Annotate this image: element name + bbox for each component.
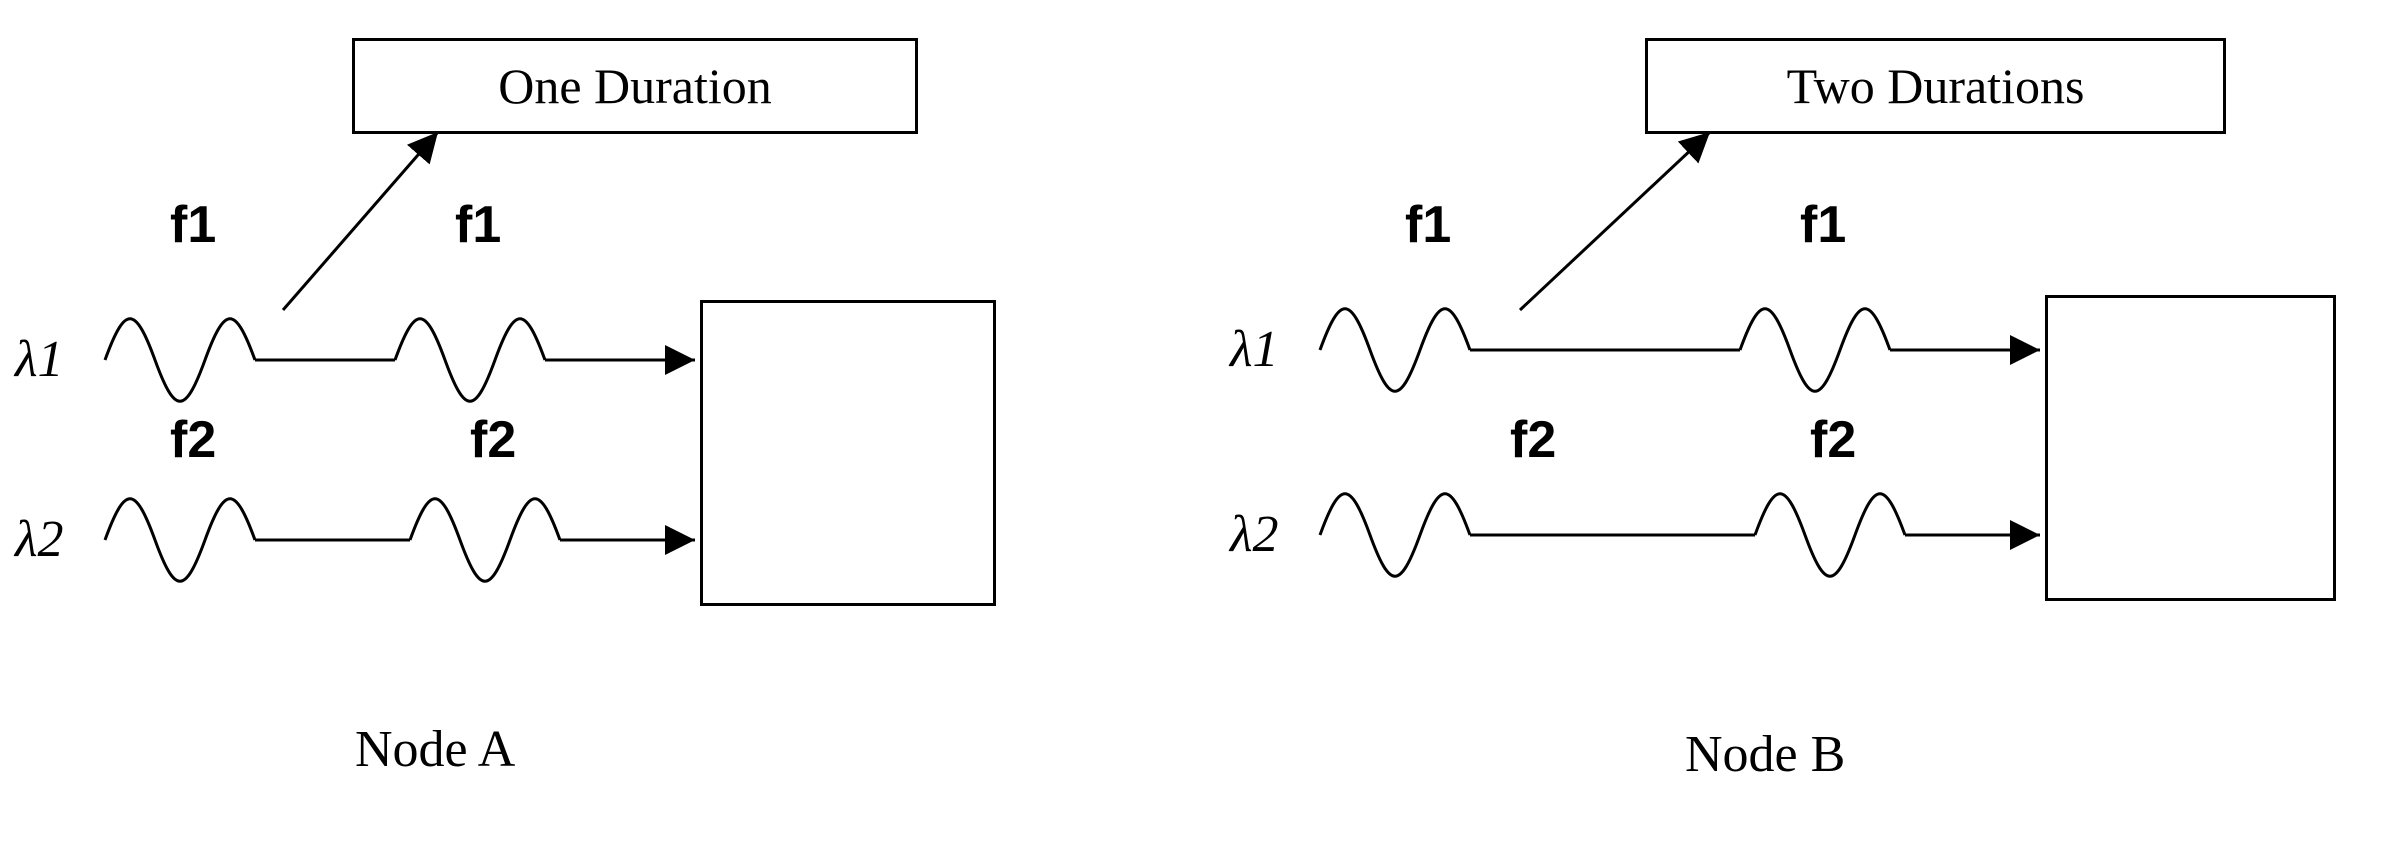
f2b-b-label: f2 (1810, 410, 1856, 470)
f1a-b-label: f1 (1405, 195, 1451, 255)
duration-box-b: Two Durations (1645, 38, 2226, 134)
f2b-a-label: f2 (470, 410, 516, 470)
node-a-box (700, 300, 996, 606)
node-b-caption: Node B (1685, 725, 1845, 784)
lambda2-b-label: λ2 (1230, 505, 1279, 564)
f2a-a-label: f2 (170, 410, 216, 470)
f1b-b-label: f1 (1800, 195, 1846, 255)
burst-a1-2 (395, 319, 545, 402)
node-a-caption: Node A (355, 720, 515, 779)
burst-b2-1 (1320, 494, 1470, 577)
signal-a1-group (105, 319, 695, 402)
lambda1-b-label: λ1 (1230, 320, 1279, 379)
diagram-canvas: One Duration Two Durations λ1 λ2 λ1 λ2 f… (0, 0, 2384, 857)
burst-b1-2 (1740, 309, 1890, 392)
signal-a2-group (105, 499, 695, 582)
signal-b1-group (1320, 309, 2040, 392)
duration-box-b-text: Two Durations (1787, 57, 2085, 115)
burst-b1-1 (1320, 309, 1470, 392)
burst-a2-2 (410, 499, 560, 582)
pointer-b (1520, 132, 1710, 310)
signal-b2-group (1320, 494, 2040, 577)
f1b-a-label: f1 (455, 195, 501, 255)
duration-box-a-text: One Duration (498, 57, 772, 115)
lambda1-a-label: λ1 (15, 330, 64, 389)
pointer-a (283, 132, 438, 310)
f2a-b-label: f2 (1510, 410, 1556, 470)
lambda2-a-label: λ2 (15, 510, 64, 569)
f1a-a-label: f1 (170, 195, 216, 255)
burst-b2-2 (1755, 494, 1905, 577)
burst-a1-1 (105, 319, 255, 402)
duration-box-a: One Duration (352, 38, 918, 134)
node-b-box (2045, 295, 2336, 601)
burst-a2-1 (105, 499, 255, 582)
